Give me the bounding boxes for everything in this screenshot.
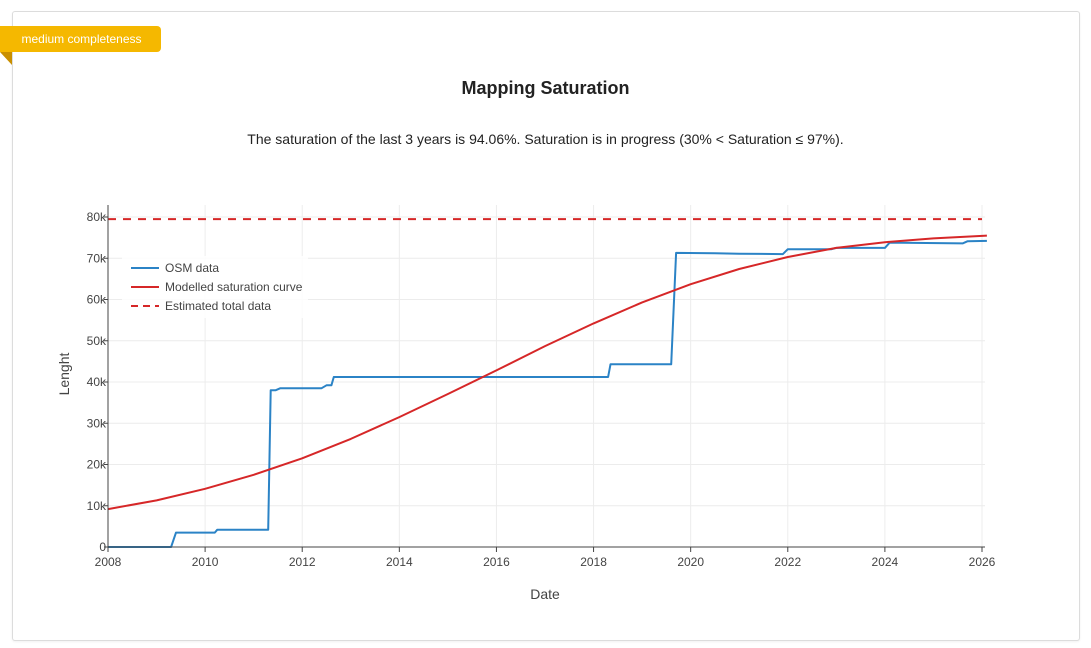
axes: 0 10k 20k 30k 40k 50k 60k 70k 80k 2008 2010 2012 201… [87,205,996,569]
x-tick-label: 2008 [95,555,122,569]
x-tick-label: 2010 [192,555,219,569]
series-line-modelled-saturation-curve[interactable] [107,234,987,511]
completeness-badge: medium completeness [0,26,161,52]
completeness-badge-label: medium completeness [21,32,142,46]
legend-entry-label[interactable]: OSM data [165,261,219,275]
x-tick-label: 2020 [677,555,704,569]
y-tick-label: 70k [87,251,107,265]
y-tick-label: 60k [87,293,107,307]
x-tick-label: 2026 [969,555,996,569]
badge-fold [0,52,12,65]
x-axis-title: Date [530,586,560,602]
legend[interactable]: OSM data Modelled saturation curve Estimat… [122,256,308,318]
y-tick-label: 40k [87,375,107,389]
x-tick-label: 2024 [872,555,899,569]
x-tick-label: 2022 [774,555,801,569]
y-axis-title: Lenght [56,352,72,395]
y-tick-label: 20k [87,458,107,472]
y-tick-label: 10k [87,499,107,513]
x-tick-label: 2016 [483,555,510,569]
series-layer [107,218,987,548]
x-tick-label: 2018 [580,555,607,569]
y-tick-label: 0 [99,540,106,554]
legend-entry-label[interactable]: Modelled saturation curve [165,280,303,294]
x-tick-label: 2012 [289,555,316,569]
chart-title: Mapping Saturation [461,78,630,98]
y-tick-label: 80k [87,210,107,224]
chart-card [12,11,1080,641]
legend-entry-label[interactable]: Estimated total data [165,299,271,313]
saturation-description: The saturation of the last 3 years is 94… [247,131,844,147]
y-tick-label: 30k [87,416,107,430]
y-tick-label: 50k [87,334,107,348]
x-tick-label: 2014 [386,555,413,569]
